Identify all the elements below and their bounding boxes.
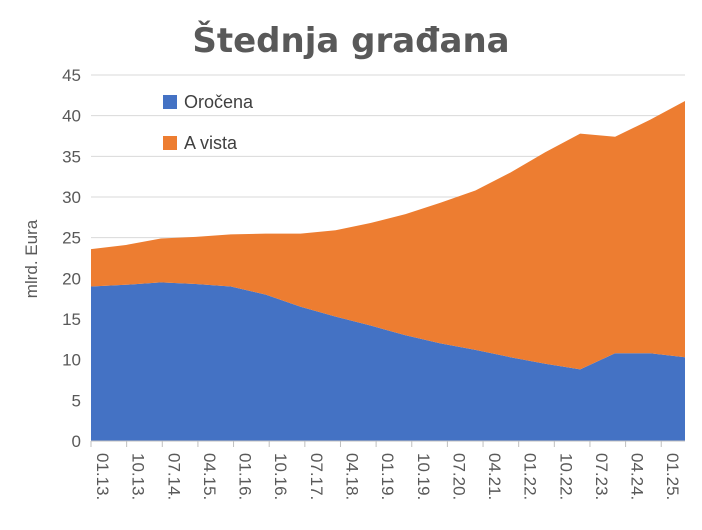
- axes: 01.13. 10.13. 07.14. 04.15. 01.16. 10.16. 07.1…: [90, 440, 685, 500]
- x-tick-label: 07.17.: [307, 453, 326, 500]
- y-tick-label: 35: [62, 147, 81, 166]
- legend-label: Oročena: [184, 92, 254, 112]
- chart-title: Štednja građana: [192, 20, 509, 61]
- y-tick-label: 10: [62, 351, 81, 370]
- y-tick-label: 15: [62, 310, 81, 329]
- x-tick-label: 01.19.: [378, 453, 397, 500]
- x-tick-label: 10.16.: [271, 453, 290, 500]
- x-tick-label: 04.21.: [485, 453, 504, 500]
- y-tick-label: 20: [62, 269, 81, 288]
- legend: Oročena A vista: [163, 92, 254, 153]
- x-tick-label: 10.22.: [556, 453, 575, 500]
- y-tick-label: 25: [62, 229, 81, 248]
- y-tick-label: 5: [72, 391, 81, 410]
- area-series-2: [91, 101, 685, 370]
- legend-swatch: [163, 95, 177, 109]
- y-tick-label: 0: [72, 432, 81, 451]
- x-tick-label: 04.15.: [200, 453, 219, 500]
- x-tick-label: 04.18.: [342, 453, 361, 500]
- x-tick-label: 01.13.: [93, 453, 112, 500]
- y-axis-label: mlrd. Eura: [22, 219, 41, 298]
- x-tick-label: 01.16.: [236, 453, 255, 500]
- x-tick-label: 07.20.: [449, 453, 468, 500]
- x-tick-label: 10.13.: [129, 453, 148, 500]
- y-tick-label: 40: [62, 107, 81, 126]
- x-tick-label: 01.22.: [521, 453, 540, 500]
- x-tick-label: 01.25.: [663, 453, 682, 500]
- area-series: [91, 101, 685, 441]
- x-tick-label: 10.19.: [414, 453, 433, 500]
- y-tick-label: 45: [62, 66, 81, 85]
- x-tick-label: 07.14.: [164, 453, 183, 500]
- x-tick-label: 04.24.: [628, 453, 647, 500]
- legend-swatch: [163, 136, 177, 150]
- area-series-1: [91, 282, 685, 441]
- legend-label: A vista: [184, 133, 238, 153]
- y-tick-label: 30: [62, 188, 81, 207]
- x-tick-label: 07.23.: [592, 453, 611, 500]
